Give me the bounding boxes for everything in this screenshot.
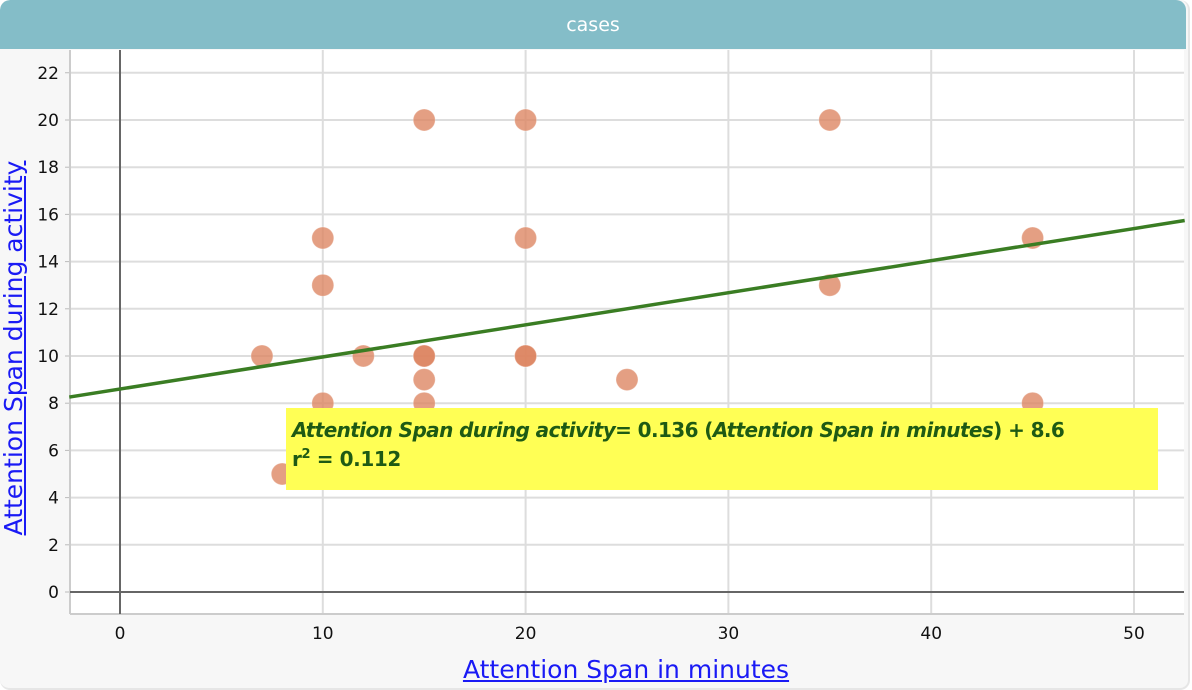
y-tick-label: 6 — [48, 441, 59, 461]
y-axis-label[interactable]: Attention Span during activity — [0, 160, 28, 536]
data-point[interactable] — [412, 368, 436, 392]
y-tick-label: 0 — [48, 583, 59, 603]
y-tick-label: 12 — [37, 300, 59, 320]
data-point[interactable] — [615, 368, 639, 392]
data-point[interactable] — [514, 226, 538, 250]
data-point[interactable] — [514, 108, 538, 132]
x-tick-label: 50 — [1123, 624, 1145, 644]
equation-y-name: Attention Span during activity — [292, 418, 616, 442]
r-squared-value: = 0.112 — [310, 447, 402, 471]
data-point[interactable] — [412, 108, 436, 132]
plot-area[interactable] — [70, 50, 1184, 614]
tick-labels: 0 10 20 30 40 50 0 2 4 6 8 10 12 14 16 18 20 22 — [37, 64, 1144, 644]
y-tick-label: 8 — [48, 394, 59, 414]
graph-title-bar[interactable]: cases — [0, 0, 1186, 49]
data-point[interactable] — [514, 344, 538, 368]
x-axis-label[interactable]: Attention Span in minutes — [462, 655, 790, 684]
graph-title: cases — [566, 13, 620, 36]
r-label: r — [292, 447, 302, 471]
x-tick-label: 20 — [515, 624, 537, 644]
data-point[interactable] — [412, 344, 436, 368]
axes — [69, 50, 1184, 615]
y-tick-label: 4 — [48, 489, 59, 509]
gridlines — [65, 50, 1184, 614]
data-point[interactable] — [311, 226, 335, 250]
y-tick-label: 10 — [37, 347, 59, 367]
x-tick-label: 40 — [920, 624, 942, 644]
r-squared: r2 = 0.112 — [292, 444, 1152, 474]
y-tick-label: 2 — [48, 536, 59, 556]
y-tick-label: 18 — [37, 158, 59, 178]
x-tick-label: 0 — [115, 624, 126, 644]
equation-coef: = 0.136 ( — [615, 418, 713, 442]
x-tick-label: 10 — [312, 624, 334, 644]
equation-x-name: Attention Span in minutes — [712, 418, 994, 442]
y-tick-label: 22 — [37, 64, 59, 84]
regression-line[interactable] — [69, 218, 1185, 399]
regression-equation: Attention Span during activity= 0.136 (A… — [292, 416, 1152, 444]
regression-equation-box[interactable]: Attention Span during activity= 0.136 (A… — [286, 408, 1158, 490]
data-point[interactable] — [311, 273, 335, 297]
r-superscript: 2 — [301, 447, 311, 462]
x-tick-label: 30 — [718, 624, 740, 644]
equation-intercept: ) + 8.6 — [993, 418, 1065, 442]
data-point[interactable] — [818, 273, 842, 297]
y-tick-label: 14 — [37, 253, 59, 273]
data-point[interactable] — [818, 108, 842, 132]
y-tick-label: 20 — [37, 111, 59, 131]
y-tick-label: 16 — [37, 205, 59, 225]
